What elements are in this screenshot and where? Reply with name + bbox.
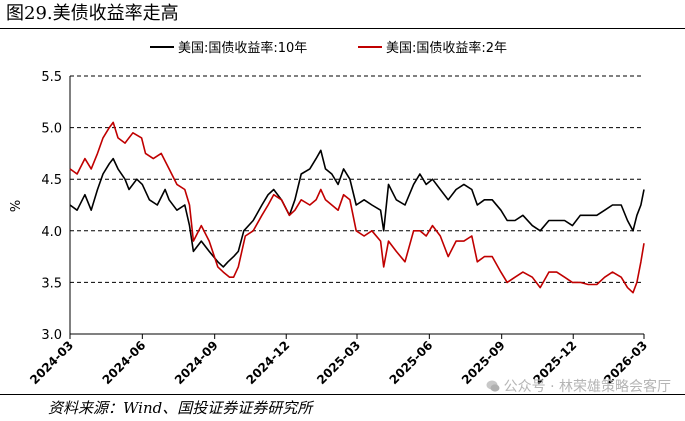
watermark: 公众号 · 林荣雄策略会客厅: [486, 376, 671, 396]
source-note: 资料来源：Wind、国投证券证券研究所: [48, 399, 313, 417]
y-tick-label: 5.0: [41, 122, 62, 137]
axes: 3.0 3.5 4.0 4.5 5.0 5.5 2024-03 2024-06 2024-09 2…: [27, 70, 650, 387]
x-tick-label: 2025-06: [387, 338, 436, 387]
wechat-icon: [486, 380, 500, 392]
legend-label: 美国:国债收益率:2年: [386, 40, 507, 56]
legend-label: 美国:国债收益率:10年: [178, 40, 307, 56]
y-tick-label: 3.0: [41, 328, 62, 343]
page-title: 图29.美债收益率走高: [6, 3, 179, 24]
x-tick-label: 2024-03: [27, 338, 76, 387]
grid-lines: [70, 75, 644, 283]
y-tick-label: 4.5: [41, 173, 62, 188]
legend: 美国:国债收益率:10年 美国:国债收益率:2年: [150, 40, 507, 56]
series-lines: [69, 121, 645, 294]
x-tick-label: 2024-09: [172, 338, 221, 387]
x-tick-label: 2024-06: [100, 338, 149, 387]
y-tick-label: 4.0: [41, 225, 62, 240]
x-tick-label: 2025-03: [314, 338, 363, 387]
y-tick-label: 5.5: [41, 70, 62, 85]
y-axis-label: %: [9, 200, 24, 212]
y-tick-label: 3.5: [41, 276, 62, 291]
series-line: [69, 121, 645, 294]
yield-line-chart: 3.0 3.5 4.0 4.5 5.0 5.5 2024-03 2024-06 2024-09 2…: [9, 40, 650, 387]
series-line: [69, 149, 645, 268]
footer-divider: [0, 394, 685, 395]
x-tick-label: 2024-12: [244, 338, 293, 387]
watermark-text: 公众号 · 林荣雄策略会客厅: [503, 379, 671, 395]
title-divider: [0, 28, 685, 29]
